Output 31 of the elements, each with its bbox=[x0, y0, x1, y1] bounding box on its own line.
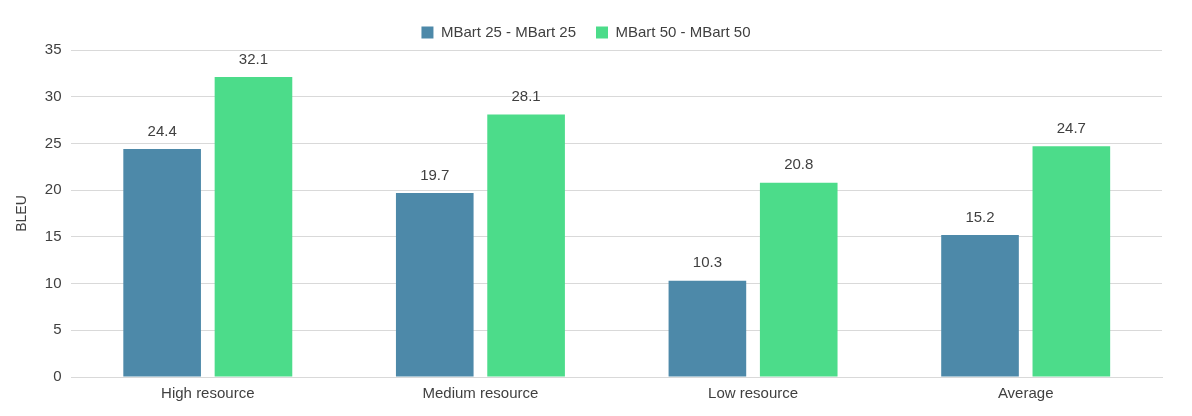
data-label: 32.1 bbox=[238, 49, 269, 67]
data-label: 19.7 bbox=[420, 165, 450, 183]
y-tick-label: 0 bbox=[53, 367, 62, 385]
y-axis-title: BLEU bbox=[13, 195, 30, 232]
y-tick-label: 10 bbox=[44, 273, 62, 291]
legend-label: MBart 50 - MBart 50 bbox=[615, 22, 751, 40]
data-label: 28.1 bbox=[511, 87, 541, 105]
bar bbox=[668, 280, 747, 377]
x-tick-label: Low resource bbox=[708, 384, 799, 402]
x-tick-label: Average bbox=[997, 384, 1054, 402]
y-tick-label: 30 bbox=[44, 86, 62, 104]
legend-label: MBart 25 - MBart 25 bbox=[440, 22, 576, 40]
bar bbox=[214, 77, 293, 377]
bar bbox=[487, 114, 565, 377]
y-tick-label: 15 bbox=[44, 227, 62, 244]
x-tick-label: High resource bbox=[161, 384, 255, 402]
x-tick-label: Medium resource bbox=[422, 384, 539, 402]
y-tick-label: 35 bbox=[44, 40, 62, 58]
data-label: 24.7 bbox=[1056, 118, 1086, 136]
bar bbox=[1032, 146, 1111, 377]
bar bbox=[395, 192, 474, 377]
y-tick-label: 5 bbox=[53, 320, 62, 338]
bar bbox=[759, 182, 838, 377]
data-label: 15.2 bbox=[965, 207, 995, 225]
data-label: 24.4 bbox=[147, 121, 177, 139]
bar bbox=[941, 234, 1019, 377]
y-tick-label: 25 bbox=[44, 133, 62, 151]
y-tick-label: 20 bbox=[44, 180, 62, 198]
bar bbox=[123, 149, 201, 377]
data-label: 20.8 bbox=[784, 155, 814, 173]
data-label: 10.3 bbox=[692, 253, 722, 271]
